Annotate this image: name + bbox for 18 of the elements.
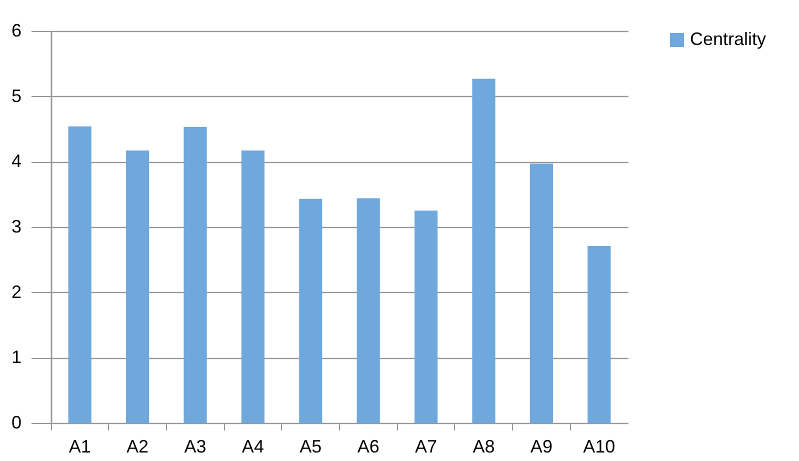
- x-tick-label: A10: [583, 436, 616, 456]
- x-tick-label: A6: [357, 436, 380, 456]
- y-tick-label: 0: [11, 412, 22, 432]
- x-tick-label: A4: [242, 436, 264, 456]
- x-tick-label: A8: [472, 436, 495, 456]
- y-tick-label: 3: [11, 216, 22, 236]
- y-tick-label: 5: [11, 86, 22, 106]
- x-tick-label: A1: [68, 436, 91, 456]
- legend-label: Centrality: [690, 29, 766, 49]
- x-tick-label: A5: [300, 436, 322, 456]
- x-tick-label: A3: [184, 436, 206, 456]
- y-tick-label: 4: [11, 151, 22, 172]
- x-tick-label: A9: [530, 436, 552, 456]
- x-tick-label: A2: [126, 436, 149, 456]
- y-tick-label: 6: [11, 20, 22, 40]
- y-tick-label: 1: [11, 347, 22, 368]
- y-tick-label: 2: [11, 282, 22, 302]
- x-tick-label: A7: [415, 436, 438, 456]
